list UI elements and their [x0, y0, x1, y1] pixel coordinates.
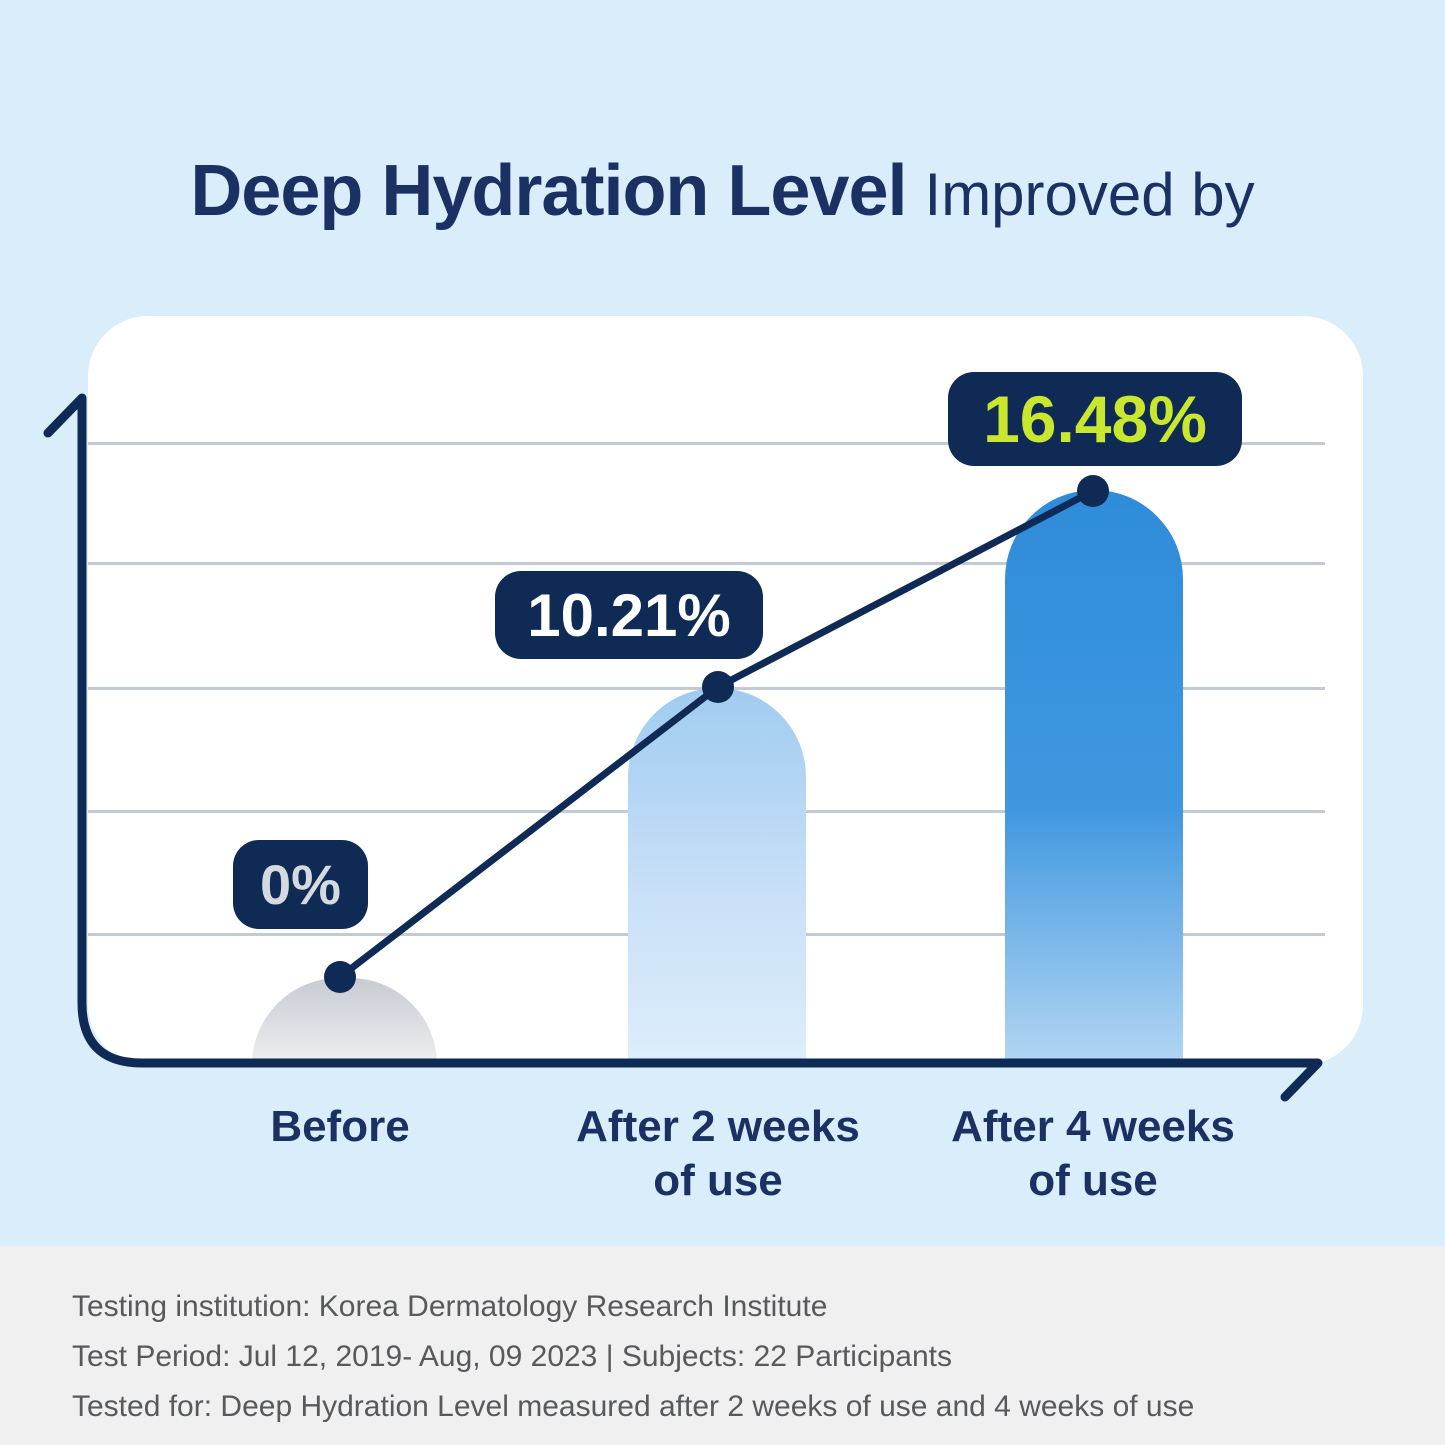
- bar-after-4-weeks: [1005, 490, 1183, 1065]
- page-title-suffix: Improved by: [924, 161, 1255, 228]
- x-axis-label-4weeks: After 4 weeks of use: [873, 1100, 1313, 1208]
- value-label-before: 0%: [260, 853, 341, 916]
- footnote-test-period-subjects: Test Period: Jul 12, 2019- Aug, 09 2023 …: [72, 1340, 953, 1373]
- value-label-2weeks: 10.21%: [527, 581, 731, 649]
- bar-after-2-weeks: [628, 688, 806, 1065]
- value-label-4weeks: 16.48%: [983, 382, 1207, 456]
- x-axis-label-line: Before: [270, 1102, 410, 1151]
- value-badge-4weeks: 16.48%: [948, 372, 1242, 466]
- page-title: Deep Hydration Level Improved by: [0, 150, 1445, 232]
- page-title-main: Deep Hydration Level: [190, 151, 907, 231]
- x-axis-label-before: Before: [120, 1100, 560, 1154]
- footnote-section: Testing institution: Korea Dermatology R…: [0, 1246, 1445, 1445]
- x-axis-label-line: of use: [1028, 1156, 1158, 1205]
- x-axis-label-line: of use: [653, 1156, 783, 1205]
- x-axis-label-line: After 4 weeks: [951, 1102, 1235, 1151]
- x-axis-label-line: After 2 weeks: [576, 1102, 860, 1151]
- value-badge-before: 0%: [233, 840, 368, 929]
- footnote-testing-institution: Testing institution: Korea Dermatology R…: [72, 1290, 828, 1323]
- footnote-tested-for: Tested for: Deep Hydration Level measure…: [72, 1390, 1195, 1423]
- value-badge-2weeks: 10.21%: [495, 571, 763, 659]
- x-axis-label-2weeks: After 2 weeks of use: [498, 1100, 938, 1208]
